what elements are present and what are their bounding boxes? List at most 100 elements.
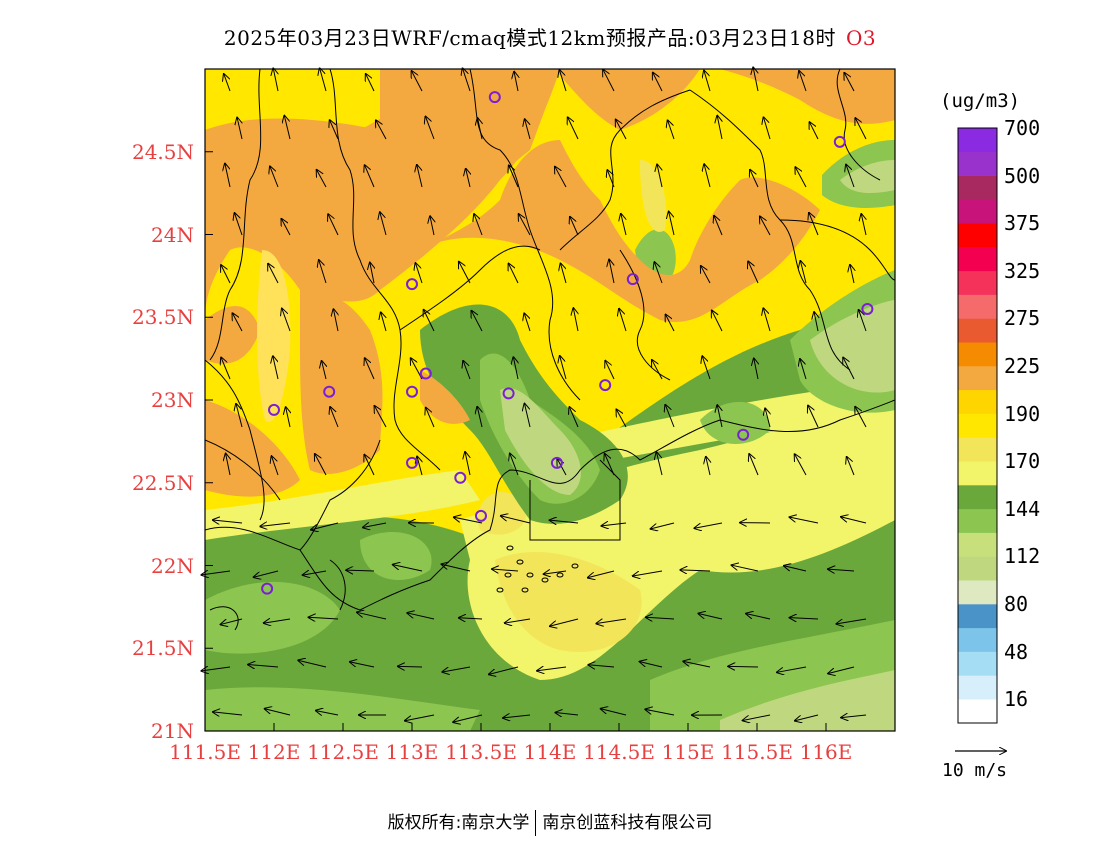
wind-arrow bbox=[213, 520, 243, 523]
wind-arrow bbox=[743, 714, 771, 720]
ozone-concentration-field bbox=[205, 69, 895, 731]
wind-arrow bbox=[855, 407, 867, 428]
wind-arrow bbox=[519, 214, 531, 236]
chart-title: 2025年03月23日WRF/cmaq模式12km预报产品:03月23日18时 O… bbox=[0, 22, 1100, 51]
wind-arrow bbox=[226, 454, 230, 476]
colorbar-bin bbox=[958, 366, 997, 391]
wind-arrow bbox=[411, 358, 423, 380]
wind-arrow bbox=[463, 361, 471, 380]
colorbar-tick-label: 112 bbox=[1004, 544, 1041, 569]
wind-arrow bbox=[273, 356, 279, 380]
footer-separator bbox=[535, 810, 537, 836]
wind-arrow bbox=[652, 360, 663, 380]
wind-arrow bbox=[505, 619, 531, 623]
wind-arrow bbox=[260, 523, 291, 526]
wind-arrow bbox=[846, 165, 855, 188]
wind-arrow bbox=[800, 261, 807, 284]
colorbar-bin bbox=[958, 413, 997, 438]
wind-arrow bbox=[415, 263, 423, 284]
station-marker bbox=[406, 456, 418, 469]
colorbar-bin bbox=[958, 675, 997, 700]
colorbar-bin bbox=[958, 294, 997, 319]
wind-arrow bbox=[810, 122, 819, 140]
wind-arrow bbox=[561, 264, 567, 284]
wind-arrow bbox=[640, 662, 663, 668]
wind-arrow bbox=[477, 407, 482, 428]
wind-arrow bbox=[463, 68, 471, 92]
wind-arrow bbox=[524, 404, 531, 428]
wind-arrow bbox=[465, 452, 471, 476]
wind-arrow bbox=[746, 614, 771, 620]
colorbar-bin bbox=[958, 627, 997, 652]
colorbar-bin bbox=[958, 270, 997, 295]
wind-arrow bbox=[712, 311, 723, 332]
wind-arrow bbox=[706, 457, 710, 476]
wind-arrow bbox=[861, 214, 866, 236]
island-outline bbox=[496, 587, 504, 593]
station-marker bbox=[261, 582, 274, 595]
wind-arrow bbox=[224, 74, 231, 92]
colorbar-bin bbox=[958, 437, 997, 462]
wind-arrow bbox=[694, 522, 723, 528]
wind-arrow bbox=[270, 166, 279, 188]
wind-arrow bbox=[221, 618, 243, 624]
wind-arrow bbox=[616, 120, 627, 140]
wind-arrow bbox=[333, 309, 338, 332]
wind-arrow bbox=[370, 263, 374, 284]
wind-arrow bbox=[459, 262, 471, 284]
wind-arrow bbox=[841, 517, 867, 524]
wind-arrow bbox=[311, 522, 339, 530]
wind-arrow bbox=[556, 713, 579, 715]
wind-arrow bbox=[309, 617, 339, 619]
wind-arrow bbox=[442, 666, 471, 672]
wind-arrow bbox=[315, 454, 327, 476]
station-marker bbox=[550, 456, 563, 469]
wind-arrow bbox=[398, 666, 423, 667]
colorbar-bin bbox=[958, 389, 997, 414]
wind-arrow bbox=[588, 570, 615, 578]
wind-arrow bbox=[844, 73, 855, 92]
wind-arrow bbox=[544, 571, 567, 574]
lon-label: 115.5E bbox=[721, 740, 793, 764]
wind-arrow bbox=[657, 452, 663, 476]
wind-arrow bbox=[645, 709, 675, 716]
wind-arrow bbox=[366, 74, 375, 92]
lon-label: 111.5E bbox=[169, 740, 241, 764]
station-marker bbox=[737, 428, 750, 441]
species-label: O3 bbox=[845, 26, 877, 50]
station-marker bbox=[419, 367, 432, 380]
wind-arrow bbox=[330, 120, 339, 140]
station-marker bbox=[861, 302, 874, 315]
wind-arrow bbox=[376, 120, 387, 140]
colorbar-bin bbox=[958, 342, 997, 367]
wind-arrow bbox=[510, 454, 519, 476]
colorbar-tick-label: 500 bbox=[1004, 163, 1041, 188]
wind-arrow bbox=[814, 312, 818, 332]
colorbar-tick-label: 275 bbox=[1004, 306, 1041, 331]
wind-arrow bbox=[657, 165, 662, 188]
wind-arrow bbox=[453, 714, 483, 722]
wind-arrow bbox=[524, 313, 531, 332]
wind-arrow bbox=[268, 264, 279, 284]
wind-arrow bbox=[380, 212, 387, 236]
colorbar-tick-label: 325 bbox=[1004, 258, 1041, 283]
lat-label: 21N bbox=[151, 719, 194, 743]
wind-arrow bbox=[221, 265, 231, 284]
wind-arrow bbox=[232, 313, 243, 332]
wind-arrow bbox=[828, 666, 855, 674]
wind-arrow bbox=[702, 356, 711, 380]
wind-arrow bbox=[847, 457, 855, 476]
wind-arrow bbox=[704, 71, 711, 92]
colorbar-tick-label: 170 bbox=[1004, 449, 1041, 474]
lon-label: 116E bbox=[799, 740, 853, 764]
wind-arrow bbox=[800, 359, 807, 380]
wind-arrow bbox=[235, 213, 243, 236]
wind-arrow bbox=[474, 214, 483, 236]
wind-arrow bbox=[601, 709, 627, 716]
colorbar-bin bbox=[958, 508, 997, 533]
wind-vectors bbox=[202, 67, 866, 722]
wind-arrow bbox=[843, 358, 855, 380]
wind-arrow bbox=[666, 315, 675, 332]
colorbar-tick-label: 16 bbox=[1004, 687, 1029, 712]
wind-arrow bbox=[503, 715, 531, 718]
